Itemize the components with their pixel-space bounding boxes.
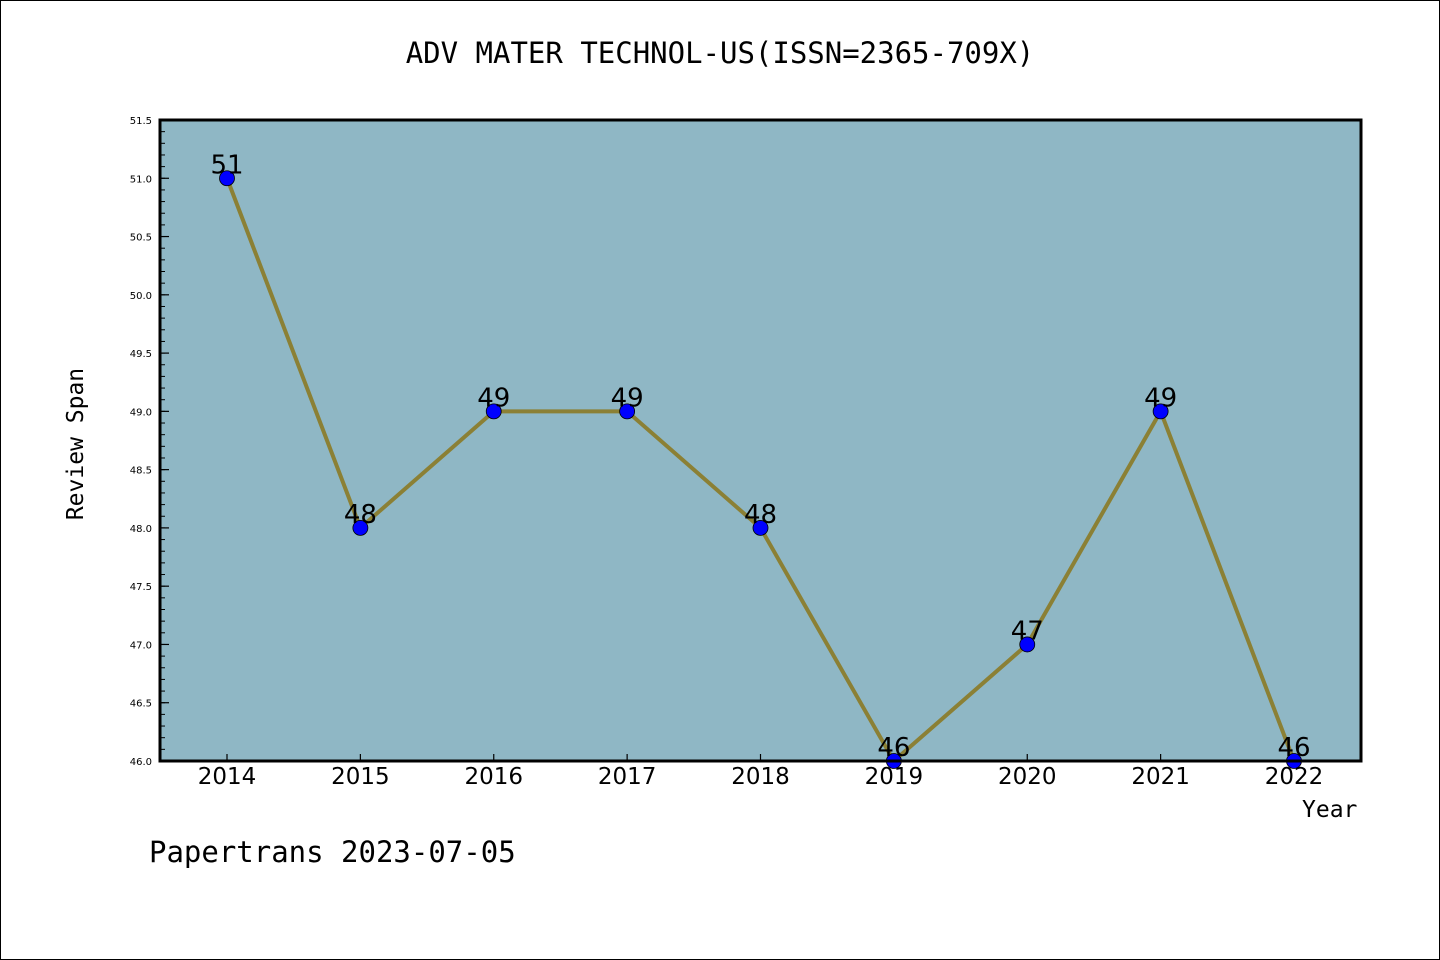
x-tick-label: 2014 bbox=[198, 764, 257, 790]
data-label: 46 bbox=[877, 733, 910, 763]
x-axis-label: Year bbox=[1302, 797, 1358, 823]
plot-border bbox=[158, 118, 1363, 763]
chart-title: ADV MATER TECHNOL-US(ISSN=2365-709X) bbox=[405, 36, 1035, 70]
y-tick-label: 48.5 bbox=[130, 466, 152, 477]
data-label: 49 bbox=[477, 383, 510, 413]
data-point bbox=[485, 403, 502, 420]
x-tick-label: 2020 bbox=[998, 764, 1057, 790]
x-tick-label: 2017 bbox=[598, 764, 657, 790]
x-tick-label: 2018 bbox=[731, 764, 790, 790]
data-point bbox=[1152, 403, 1169, 420]
x-tick-label: 2021 bbox=[1131, 764, 1190, 790]
y-tick-label: 47.5 bbox=[130, 582, 152, 593]
y-tick-label: 51.0 bbox=[130, 174, 152, 185]
data-point bbox=[352, 520, 369, 536]
y-tick-label: 48.0 bbox=[130, 524, 152, 535]
x-tick-label: 2015 bbox=[331, 764, 390, 790]
y-tick-label: 50.5 bbox=[130, 233, 152, 244]
data-label: 47 bbox=[1011, 616, 1044, 646]
data-label: 51 bbox=[210, 150, 243, 180]
y-tick-label: 46.0 bbox=[130, 757, 152, 768]
plot-area bbox=[160, 120, 1361, 761]
data-point bbox=[1019, 636, 1036, 653]
y-tick-label: 46.5 bbox=[130, 699, 152, 710]
data-point bbox=[619, 403, 636, 420]
y-tick-label: 49.0 bbox=[130, 407, 152, 418]
data-point bbox=[219, 170, 235, 187]
data-label: 49 bbox=[611, 383, 644, 413]
footer-text: Papertrans 2023-07-05 bbox=[149, 835, 516, 869]
data-point bbox=[752, 520, 769, 536]
data-label: 49 bbox=[1144, 383, 1177, 413]
data-label: 48 bbox=[344, 500, 377, 530]
y-tick-label: 51.5 bbox=[130, 116, 152, 127]
data-label: 48 bbox=[744, 500, 777, 530]
x-tick-label: 2016 bbox=[464, 764, 523, 790]
y-tick-label: 50.0 bbox=[130, 291, 152, 302]
data-labels: 51 48 49 49 48 46 47 49 46 bbox=[210, 150, 1310, 763]
y-tick-label: 49.5 bbox=[130, 349, 152, 360]
y-tick-label: 47.0 bbox=[130, 640, 152, 651]
data-label: 46 bbox=[1277, 733, 1310, 763]
